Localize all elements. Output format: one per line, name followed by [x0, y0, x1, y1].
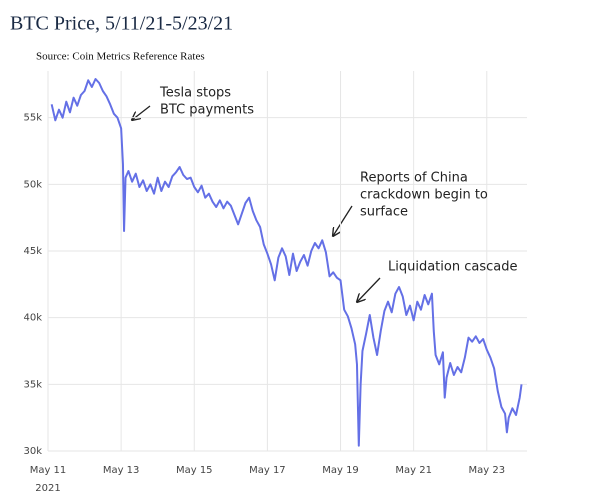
annotation: Liquidation cascade: [388, 260, 517, 275]
price-line: [50, 78, 523, 447]
x-tick-label: May 15: [176, 465, 213, 476]
x-tick-label: May 23: [468, 465, 505, 476]
y-tick-label: 30k: [23, 446, 42, 457]
y-tick-label: 55k: [23, 113, 42, 124]
y-tick-label: 50k: [23, 179, 42, 190]
y-tick-label: 35k: [23, 379, 42, 390]
annotation: Tesla stops: [159, 86, 231, 101]
x-tick-label: May 21: [395, 465, 432, 476]
annotation: surface: [360, 205, 408, 220]
x-tick-label: May 11: [30, 465, 67, 476]
x-tick-label: May 13: [103, 465, 140, 476]
chart-title: BTC Price, 5/11/21-5/23/21: [10, 13, 233, 35]
annotation: crackdown begin to: [360, 188, 488, 203]
x-tick-label: May 19: [322, 465, 359, 476]
annotation-arrow: [333, 205, 353, 236]
annotation-arrow: [357, 277, 381, 302]
annotation: Reports of China: [360, 171, 468, 186]
annotation: BTC payments: [160, 103, 254, 118]
y-tick-label: 45k: [23, 246, 42, 257]
y-tick-label: 40k: [23, 313, 42, 324]
chart-subtitle: Source: Coin Metrics Reference Rates: [36, 51, 205, 63]
x-year-label: 2021: [35, 483, 60, 494]
x-tick-label: May 17: [249, 465, 286, 476]
